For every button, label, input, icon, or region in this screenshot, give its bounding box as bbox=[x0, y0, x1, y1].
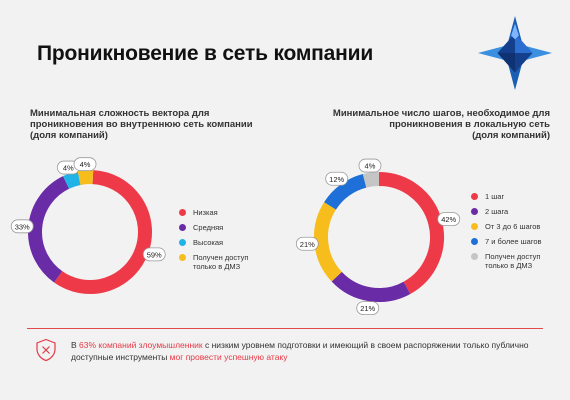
svg-text:59%: 59% bbox=[147, 250, 162, 259]
legend-item-4: Получен доступ только в ДМЗ bbox=[179, 253, 269, 271]
donut-segment-1 bbox=[54, 170, 152, 294]
svg-text:42%: 42% bbox=[441, 215, 456, 224]
donut-segment-1 bbox=[378, 172, 444, 294]
data-label-1: 59% bbox=[142, 247, 166, 262]
legend-item-4: 7 и более шагов bbox=[471, 237, 561, 246]
footer-highlight-attack: мог провести успешную атаку bbox=[169, 352, 288, 362]
footer-highlight-share: 63% компаний злоумышленник bbox=[79, 340, 203, 350]
svg-text:21%: 21% bbox=[300, 240, 315, 249]
legend-item-3: От 3 до 6 шагов bbox=[471, 222, 561, 231]
chart-title-right: Минимальное число шагов, необходимое для… bbox=[332, 108, 550, 141]
donut-chart-steps: 42% 21% 21% 12% 4% bbox=[295, 158, 461, 316]
legend-swatch bbox=[471, 238, 478, 245]
svg-text:4%: 4% bbox=[63, 164, 74, 173]
legend-label: Получен доступ только в ДМЗ bbox=[193, 253, 249, 271]
legend-label: 1 шаг bbox=[485, 192, 505, 201]
data-label-4: 12% bbox=[325, 171, 349, 186]
donut-segment-2 bbox=[331, 271, 411, 302]
page-title: Проникновение в сеть компании bbox=[37, 42, 374, 65]
legend-item-3: Высокая bbox=[179, 238, 269, 247]
star-logo-icon bbox=[477, 15, 553, 91]
legend-swatch bbox=[471, 253, 478, 260]
legend-swatch bbox=[179, 254, 186, 261]
donut-segment-2 bbox=[28, 176, 70, 283]
svg-text:33%: 33% bbox=[15, 222, 30, 231]
legend-label: Низкая bbox=[193, 208, 218, 217]
svg-text:12%: 12% bbox=[329, 175, 344, 184]
legend-label: 7 и более шагов bbox=[485, 237, 542, 246]
legend-label: Высокая bbox=[193, 238, 224, 247]
svg-text:21%: 21% bbox=[360, 304, 375, 313]
data-label-1: 42% bbox=[437, 212, 461, 226]
donut-segment-4 bbox=[324, 174, 367, 210]
legend-swatch bbox=[179, 239, 186, 246]
donut-chart-vector-complexity: 59% 33% 4% 4% bbox=[10, 157, 166, 294]
svg-text:4%: 4% bbox=[80, 160, 91, 169]
data-label-4: 4% bbox=[73, 157, 97, 172]
donut-segment-3 bbox=[314, 202, 343, 282]
legend-left: Низкая Средняя Высокая Получен доступ тольк… bbox=[179, 208, 269, 277]
legend-right: 1 шаг 2 шага От 3 до 6 шагов 7 и более шаго… bbox=[471, 192, 561, 276]
shield-x-icon bbox=[36, 338, 56, 362]
legend-item-2: 2 шага bbox=[471, 207, 561, 216]
data-label-2: 33% bbox=[10, 219, 34, 234]
legend-label: 2 шага bbox=[485, 207, 509, 216]
data-label-5: 4% bbox=[358, 158, 382, 173]
data-label-3: 21% bbox=[295, 236, 319, 251]
legend-label: От 3 до 6 шагов bbox=[485, 222, 541, 231]
legend-item-2: Средняя bbox=[179, 223, 269, 232]
footer-divider bbox=[27, 328, 543, 329]
data-label-2: 21% bbox=[356, 301, 380, 316]
donut-segment-5 bbox=[362, 172, 380, 188]
legend-label: Получен доступ только в ДМЗ bbox=[485, 252, 541, 270]
chart-title-left: Минимальная сложность вектора для проник… bbox=[30, 108, 253, 141]
legend-item-1: Низкая bbox=[179, 208, 269, 217]
legend-item-5: Получен доступ только в ДМЗ bbox=[471, 252, 561, 270]
svg-text:4%: 4% bbox=[365, 162, 376, 171]
legend-swatch bbox=[179, 224, 186, 231]
legend-item-1: 1 шаг bbox=[471, 192, 561, 201]
legend-swatch bbox=[471, 193, 478, 200]
legend-swatch bbox=[471, 223, 478, 230]
donut-segment-3 bbox=[63, 171, 81, 189]
legend-label: Средняя bbox=[193, 223, 224, 232]
legend-swatch bbox=[471, 208, 478, 215]
footer-statement: В 63% компаний злоумышленник с низким ур… bbox=[71, 340, 529, 362]
donut-segment-4 bbox=[77, 170, 94, 185]
legend-swatch bbox=[179, 209, 186, 216]
